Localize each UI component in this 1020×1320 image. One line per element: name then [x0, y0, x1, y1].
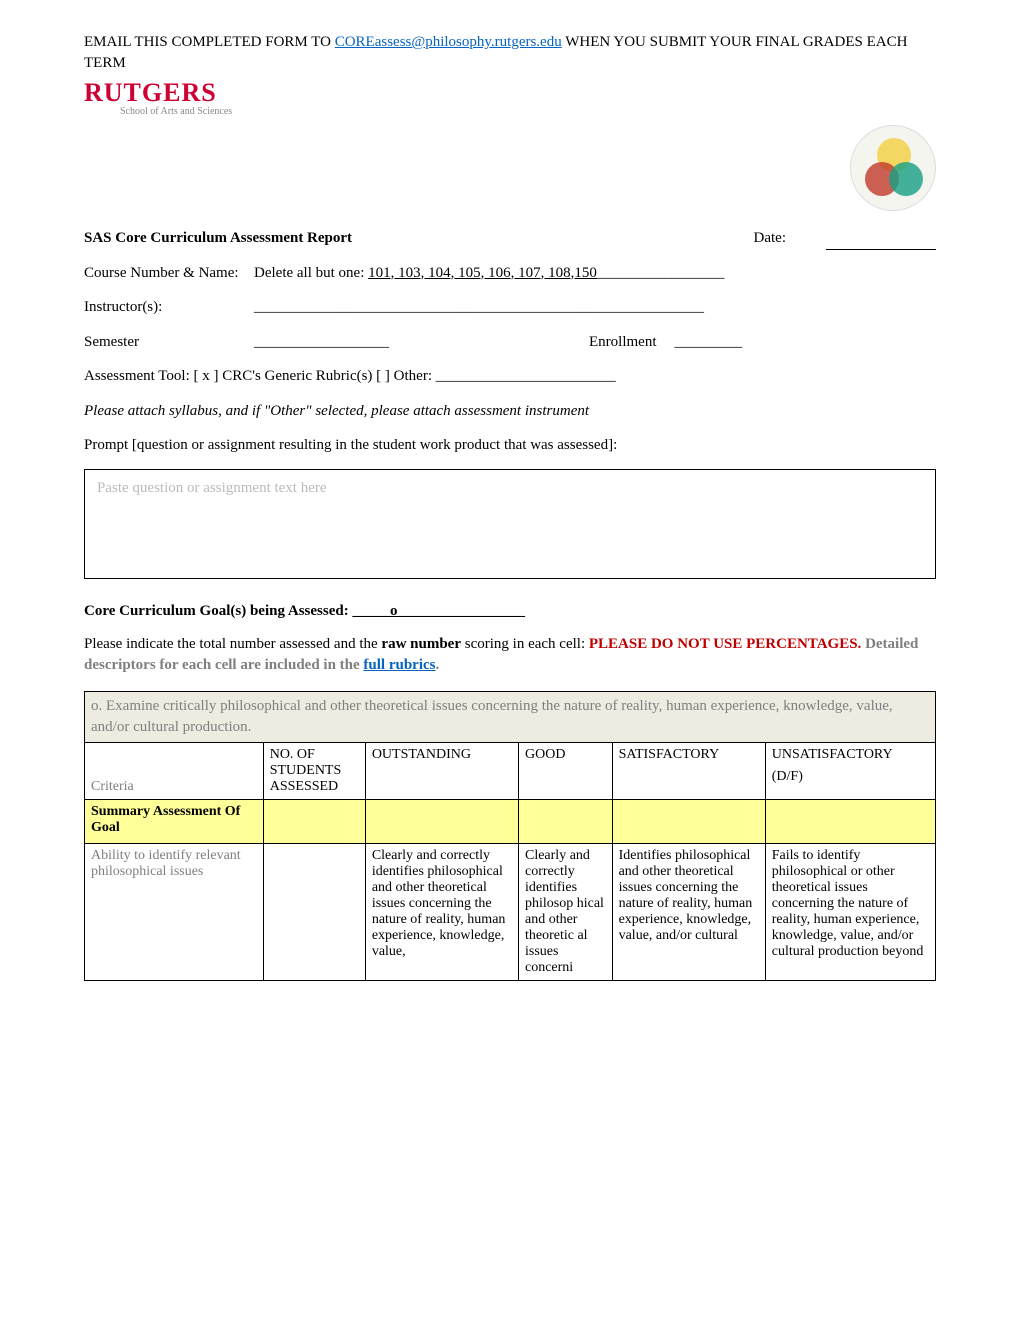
summary-outstanding[interactable]: [365, 800, 518, 844]
rubric-table: o. Examine critically philosophical and …: [84, 691, 936, 981]
instr-part1: Please indicate the total number assesse…: [84, 636, 381, 652]
criteria-1-label: Ability to identify relevant philosophic…: [85, 844, 264, 981]
attach-note: Please attach syllabus, and if "Other" s…: [84, 400, 936, 423]
summary-row: Summary Assessment Of Goal: [85, 800, 936, 844]
enrollment-blank[interactable]: _________: [675, 331, 743, 354]
date-label: Date:: [754, 227, 826, 250]
goal-trailing: _________________: [397, 603, 525, 619]
summary-satisfactory[interactable]: [612, 800, 765, 844]
col-good: GOOD: [518, 743, 612, 800]
course-label: Course Number & Name:: [84, 262, 254, 285]
prompt-input-box[interactable]: Paste question or assignment text here: [84, 469, 936, 579]
summary-label: Summary Assessment Of Goal: [85, 800, 264, 844]
email-instruction: EMAIL THIS COMPLETED FORM TO COREassess@…: [84, 32, 936, 74]
semester-label: Semester: [84, 331, 254, 354]
col-num-students: NO. OF STUDENTS ASSESSED: [263, 743, 365, 800]
venn-icon: [850, 125, 936, 211]
title-row: SAS Core Curriculum Assessment Report Da…: [84, 227, 936, 250]
instructor-blank[interactable]: ________________________________________…: [254, 296, 704, 319]
rubric-goal-row: o. Examine critically philosophical and …: [85, 692, 936, 743]
email-prefix: EMAIL THIS COMPLETED FORM TO: [84, 34, 335, 50]
semester-row: Semester __________________ Enrollment _…: [84, 331, 936, 354]
date-blank[interactable]: [826, 227, 936, 250]
course-row: Course Number & Name: Delete all but one…: [84, 262, 936, 285]
criteria-1-satisfactory: Identifies philosophical and other theor…: [612, 844, 765, 981]
summary-good[interactable]: [518, 800, 612, 844]
rubric-column-headers: Criteria NO. OF STUDENTS ASSESSED OUTSTA…: [85, 743, 936, 800]
assessment-tool-row: Assessment Tool: [ x ] CRC's Generic Rub…: [84, 365, 936, 388]
instructor-row: Instructor(s): _________________________…: [84, 296, 936, 319]
venn-diagram-wrap: [84, 125, 936, 211]
course-instruction: Delete all but one:: [254, 265, 368, 281]
criteria-1-unsat: Fails to identify philosophical or other…: [765, 844, 935, 981]
instr-red: PLEASE DO NOT USE PERCENTAGES.: [589, 636, 861, 652]
criteria-1-good: Clearly and correctly identifies philoso…: [518, 844, 612, 981]
criteria-1-outstanding: Clearly and correctly identifies philoso…: [365, 844, 518, 981]
summary-num[interactable]: [263, 800, 365, 844]
col-outstanding: OUTSTANDING: [365, 743, 518, 800]
goal-line: Core Curriculum Goal(s) being Assessed: …: [84, 603, 936, 620]
instr-end: .: [436, 657, 440, 673]
goal-label: Core Curriculum Goal(s) being Assessed: …: [84, 603, 390, 619]
logo-block: RUTGERS School of Arts and Sciences: [84, 78, 936, 117]
course-options: 101, 103, 104, 105, 106, 107, 108,150: [368, 265, 597, 281]
enrollment-label: Enrollment: [589, 331, 657, 354]
instr-part2: scoring in each cell:: [461, 636, 589, 652]
criteria-row-1: Ability to identify relevant philosophic…: [85, 844, 936, 981]
semester-blank[interactable]: __________________: [254, 331, 389, 354]
rutgers-logo: RUTGERS: [84, 78, 936, 108]
prompt-label: Prompt [question or assignment resulting…: [84, 434, 936, 457]
instruction-paragraph: Please indicate the total number assesse…: [84, 634, 936, 678]
course-blank[interactable]: _________________: [597, 265, 725, 281]
assessment-tool-text: Assessment Tool: [ x ] CRC's Generic Rub…: [84, 365, 616, 388]
summary-unsat[interactable]: [765, 800, 935, 844]
course-value-wrap: Delete all but one: 101, 103, 104, 105, …: [254, 262, 724, 285]
instr-bold: raw number: [381, 636, 461, 652]
email-link[interactable]: COREassess@philosophy.rutgers.edu: [335, 34, 562, 50]
rutgers-sublogo: School of Arts and Sciences: [120, 106, 936, 117]
unsat-top: UNSATISFACTORY: [772, 747, 929, 763]
full-rubrics-link[interactable]: full rubrics: [363, 657, 435, 673]
instructor-label: Instructor(s):: [84, 296, 254, 319]
col-unsatisfactory: UNSATISFACTORY (D/F): [765, 743, 935, 800]
col-criteria: Criteria: [85, 743, 264, 800]
col-satisfactory: SATISFACTORY: [612, 743, 765, 800]
rubric-goal-text: o. Examine critically philosophical and …: [85, 692, 936, 743]
report-title: SAS Core Curriculum Assessment Report: [84, 227, 352, 250]
criteria-1-num[interactable]: [263, 844, 365, 981]
unsat-bot: (D/F): [772, 769, 929, 785]
